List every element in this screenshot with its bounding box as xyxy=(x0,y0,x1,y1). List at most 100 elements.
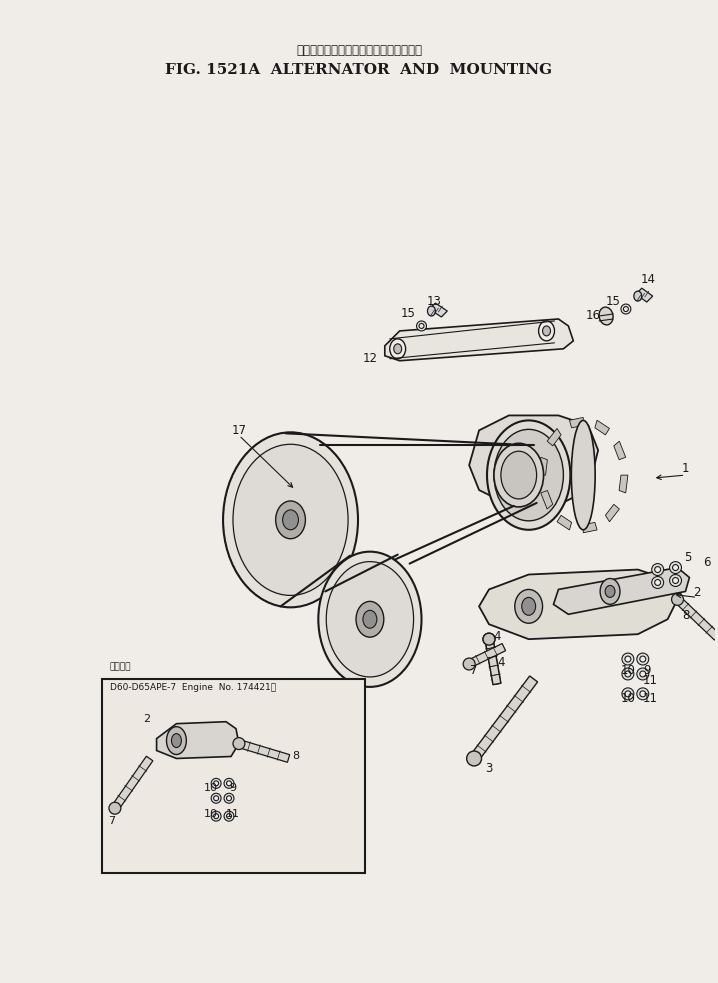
Ellipse shape xyxy=(214,814,218,819)
Ellipse shape xyxy=(467,751,482,766)
Ellipse shape xyxy=(167,726,187,755)
Ellipse shape xyxy=(605,586,615,598)
Text: オルタネータ　および　マウンティング: オルタネータ および マウンティング xyxy=(296,44,422,57)
Ellipse shape xyxy=(494,443,544,507)
Ellipse shape xyxy=(227,781,231,785)
Text: 9: 9 xyxy=(643,665,651,677)
Ellipse shape xyxy=(227,814,231,819)
Ellipse shape xyxy=(652,576,663,589)
Ellipse shape xyxy=(673,577,679,584)
Ellipse shape xyxy=(463,658,475,670)
Text: 3: 3 xyxy=(485,762,493,775)
Text: 15: 15 xyxy=(400,307,415,319)
Ellipse shape xyxy=(487,421,570,530)
Polygon shape xyxy=(429,303,447,317)
Text: 1: 1 xyxy=(681,462,689,475)
Text: 13: 13 xyxy=(427,295,442,308)
Text: 2: 2 xyxy=(694,586,701,599)
Ellipse shape xyxy=(109,802,121,814)
Ellipse shape xyxy=(224,779,234,788)
Ellipse shape xyxy=(233,737,245,749)
Text: 2: 2 xyxy=(143,714,150,723)
Ellipse shape xyxy=(211,811,221,821)
Ellipse shape xyxy=(599,307,613,325)
Ellipse shape xyxy=(523,468,533,482)
Polygon shape xyxy=(557,515,572,530)
Ellipse shape xyxy=(483,633,495,645)
Polygon shape xyxy=(157,722,239,759)
Polygon shape xyxy=(605,504,620,522)
Ellipse shape xyxy=(538,321,554,341)
Ellipse shape xyxy=(623,307,628,312)
Polygon shape xyxy=(619,475,628,492)
Text: D60-D65APE-7  Engine  No. 174421〜: D60-D65APE-7 Engine No. 174421〜 xyxy=(110,683,276,692)
Ellipse shape xyxy=(356,602,384,637)
Ellipse shape xyxy=(326,561,414,677)
Bar xyxy=(102,679,365,873)
Polygon shape xyxy=(467,644,505,667)
Ellipse shape xyxy=(276,501,305,539)
Ellipse shape xyxy=(625,691,631,697)
Polygon shape xyxy=(385,318,574,361)
Ellipse shape xyxy=(621,304,631,314)
Ellipse shape xyxy=(640,671,645,677)
Ellipse shape xyxy=(515,590,543,623)
Text: 8: 8 xyxy=(682,608,689,622)
Ellipse shape xyxy=(224,793,234,803)
Ellipse shape xyxy=(655,580,661,586)
Ellipse shape xyxy=(517,460,541,490)
Ellipse shape xyxy=(214,781,218,785)
Ellipse shape xyxy=(223,433,358,607)
Ellipse shape xyxy=(283,510,299,530)
Polygon shape xyxy=(538,457,547,475)
Ellipse shape xyxy=(211,779,221,788)
Polygon shape xyxy=(569,418,583,428)
Text: 15: 15 xyxy=(605,295,620,308)
Ellipse shape xyxy=(670,561,681,573)
Text: 11: 11 xyxy=(642,692,657,706)
Text: 6: 6 xyxy=(704,556,711,569)
Polygon shape xyxy=(479,569,678,639)
Ellipse shape xyxy=(572,421,595,530)
Ellipse shape xyxy=(233,444,348,596)
Polygon shape xyxy=(675,597,718,640)
Ellipse shape xyxy=(214,796,218,801)
Text: 5: 5 xyxy=(684,551,691,564)
Ellipse shape xyxy=(363,610,377,628)
Ellipse shape xyxy=(416,321,426,331)
Ellipse shape xyxy=(501,451,536,499)
Text: 11: 11 xyxy=(642,674,657,687)
Text: 7: 7 xyxy=(470,665,478,677)
Polygon shape xyxy=(554,567,689,614)
Text: 14: 14 xyxy=(640,272,656,286)
Ellipse shape xyxy=(640,691,645,697)
Ellipse shape xyxy=(427,306,435,316)
Polygon shape xyxy=(470,676,538,762)
Text: 17: 17 xyxy=(231,424,246,436)
Polygon shape xyxy=(614,441,625,460)
Text: 7: 7 xyxy=(108,816,116,826)
Ellipse shape xyxy=(625,671,631,677)
Ellipse shape xyxy=(600,579,620,605)
Ellipse shape xyxy=(670,574,681,587)
Polygon shape xyxy=(583,522,597,533)
Ellipse shape xyxy=(318,551,421,687)
Ellipse shape xyxy=(390,339,406,359)
Ellipse shape xyxy=(622,668,634,680)
Ellipse shape xyxy=(172,733,182,747)
Ellipse shape xyxy=(637,688,649,700)
Polygon shape xyxy=(485,639,501,684)
Ellipse shape xyxy=(211,793,221,803)
Ellipse shape xyxy=(622,688,634,700)
Text: 9: 9 xyxy=(230,783,236,793)
Text: 16: 16 xyxy=(586,310,601,322)
Polygon shape xyxy=(595,421,610,434)
Polygon shape xyxy=(112,756,153,810)
Text: 4: 4 xyxy=(493,630,500,643)
Polygon shape xyxy=(636,288,653,302)
Ellipse shape xyxy=(393,344,401,354)
Text: FIG. 1521A  ALTERNATOR  AND  MOUNTING: FIG. 1521A ALTERNATOR AND MOUNTING xyxy=(165,63,553,78)
Ellipse shape xyxy=(637,668,649,680)
Text: 10: 10 xyxy=(204,809,218,819)
Ellipse shape xyxy=(637,653,649,665)
